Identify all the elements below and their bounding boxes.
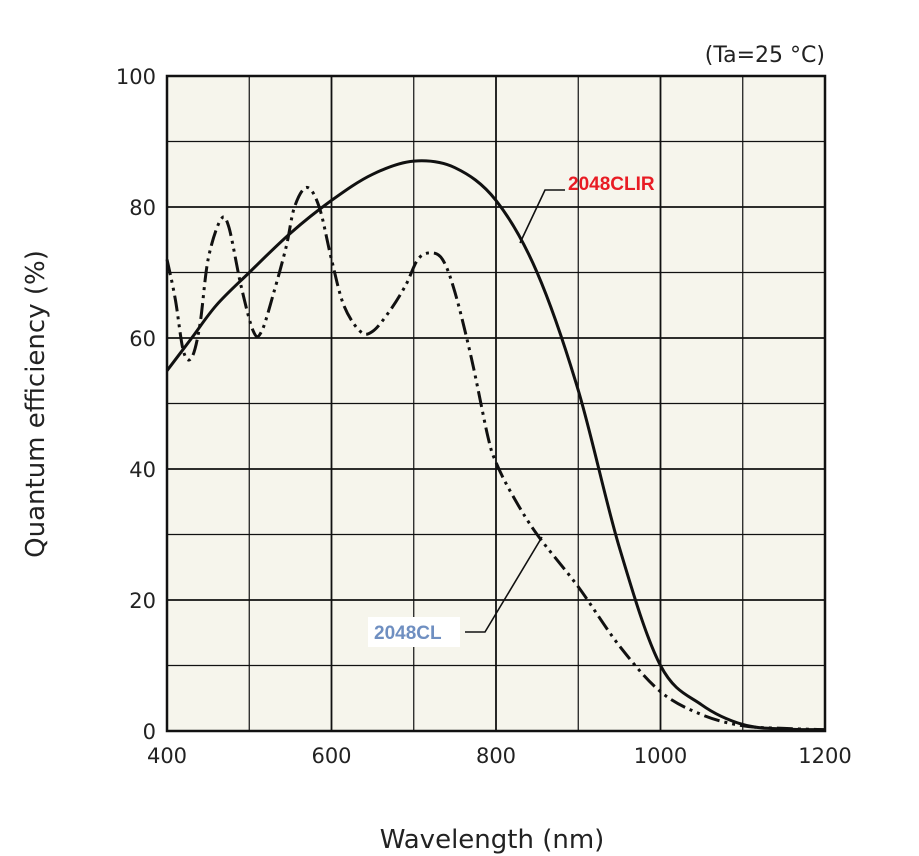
x-tick-labels: 400 600 800 1000 1200 xyxy=(147,744,852,768)
leader-line-2048clir xyxy=(519,189,565,244)
series-label-2048cl: 2048CL xyxy=(374,623,442,644)
x-tick-label: 600 xyxy=(311,744,351,768)
leader-line-2048cl xyxy=(465,536,543,633)
temperature-condition: (Ta=25 °C) xyxy=(705,43,825,68)
y-tick-label: 0 xyxy=(143,720,156,744)
y-tick-labels: 0 20 40 60 80 100 xyxy=(116,65,156,744)
y-tick-label: 40 xyxy=(129,458,156,482)
series-annotations: 2048CLIR 2048CL xyxy=(368,174,655,647)
y-tick-label: 20 xyxy=(129,589,156,613)
y-tick-label: 60 xyxy=(129,327,156,351)
x-tick-label: 800 xyxy=(476,744,516,768)
series-layer xyxy=(165,159,826,732)
x-tick-label: 1000 xyxy=(634,744,687,768)
y-tick-label: 100 xyxy=(116,65,156,89)
major-grid xyxy=(167,76,825,731)
series-line-2048cl xyxy=(165,185,826,732)
x-axis-title: Wavelength (nm) xyxy=(380,825,605,855)
y-axis-title: Quantum efficiency (%) xyxy=(21,250,51,558)
series-line-2048clir xyxy=(165,159,826,732)
plot-frame xyxy=(165,74,827,733)
x-tick-label: 1200 xyxy=(798,744,851,768)
y-tick-label: 80 xyxy=(129,196,156,220)
series-label-2048clir: 2048CLIR xyxy=(568,174,655,195)
x-tick-label: 400 xyxy=(147,744,187,768)
series-label-bg-2048cl xyxy=(368,617,460,647)
